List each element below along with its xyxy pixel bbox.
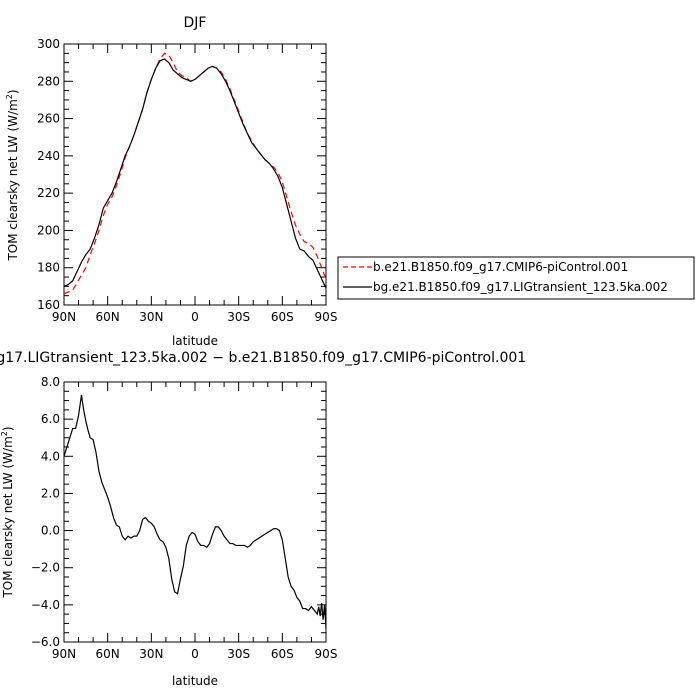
- top-chart-ticks: [63, 43, 327, 306]
- bottom-x-tick-label: 30S: [227, 647, 250, 661]
- bottom-y-tick-label: 8.0: [41, 375, 60, 389]
- bottom-x-tick-label: 60N: [96, 647, 120, 661]
- top-y-tick-label: 280: [37, 74, 60, 88]
- top-y-tick-label: 300: [37, 37, 60, 51]
- top-x-tick-label: 60S: [271, 310, 294, 324]
- bottom-y-tick-label: 0.0: [41, 524, 60, 538]
- bottom-chart-x-axis-label: latitude: [172, 674, 218, 688]
- top-x-tick-label: 60N: [96, 310, 120, 324]
- bottom-x-tick-label: 60S: [271, 647, 294, 661]
- top-y-tick-label: 240: [37, 149, 60, 163]
- legend-label-piControl: b.e21.B1850.f09_g17.CMIP6-piControl.001: [373, 260, 628, 274]
- bottom-chart-y-axis-label: TOM clearsky net LW (W/m2): [0, 426, 15, 598]
- bottom-chart: bg.e21.B1850.f09_g17.LIGtransient_123.5k…: [0, 350, 526, 688]
- bottom-chart-plot-frame: [63, 381, 327, 643]
- bottom-y-tick-label: 2.0: [41, 486, 60, 500]
- bottom-chart-ticks: [63, 381, 327, 643]
- top-y-tick-label: 220: [37, 186, 60, 200]
- top-x-tick-label: 30N: [139, 310, 163, 324]
- top-x-tick-label: 0: [191, 310, 199, 324]
- top-y-tick-label: 180: [37, 261, 60, 275]
- bottom-y-tick-label: −6.0: [31, 635, 60, 649]
- piControl-series-line: [63, 52, 327, 295]
- top-chart-plot-frame: [63, 43, 327, 306]
- top-chart-x-axis-label: latitude: [172, 334, 218, 348]
- legend-label-LIGtransient: bg.e21.B1850.f09_g17.LIGtransient_123.5k…: [373, 280, 668, 294]
- bottom-chart-x-tick-labels: 90N 60N 30N 0 30S 60S 90S: [52, 647, 338, 661]
- top-chart-y-tick-labels: 160 180 200 220 240 260 280 300: [37, 37, 60, 312]
- top-y-tick-label: 260: [37, 112, 60, 126]
- top-chart-x-tick-labels: 90N 60N 30N 0 30S 60S 90S: [52, 310, 338, 324]
- bottom-x-tick-label: 0: [191, 647, 199, 661]
- difference-series-line: [63, 394, 327, 630]
- bottom-x-tick-label: 90N: [52, 647, 76, 661]
- top-y-tick-label: 160: [37, 298, 60, 312]
- LIGtransient-series-line: [63, 58, 327, 289]
- top-x-tick-label: 90N: [52, 310, 76, 324]
- bottom-y-tick-label: 4.0: [41, 449, 60, 463]
- top-chart-title: DJF: [184, 15, 207, 31]
- bottom-chart-title: bg.e21.B1850.f09_g17.LIGtransient_123.5k…: [0, 350, 526, 366]
- bottom-y-tick-label: −2.0: [31, 561, 60, 575]
- top-y-tick-label: 200: [37, 223, 60, 237]
- top-chart-y-axis-label: TOM clearsky net LW (W/m2): [5, 89, 20, 261]
- bottom-x-tick-label: 30N: [139, 647, 163, 661]
- bottom-y-tick-label: −4.0: [31, 598, 60, 612]
- top-x-tick-label: 90S: [315, 310, 338, 324]
- legend-box: [337, 256, 695, 300]
- top-chart: DJF 160 180 200 220 240 260 280 300 90N …: [5, 15, 695, 348]
- bottom-y-tick-label: 6.0: [41, 412, 60, 426]
- bottom-chart-y-tick-labels: −6.0 −4.0 −2.0 0.0 2.0 4.0 6.0 8.0: [31, 375, 60, 649]
- top-x-tick-label: 30S: [227, 310, 250, 324]
- bottom-x-tick-label: 90S: [315, 647, 338, 661]
- top-chart-legend: b.e21.B1850.f09_g17.CMIP6-piControl.001 …: [337, 256, 695, 300]
